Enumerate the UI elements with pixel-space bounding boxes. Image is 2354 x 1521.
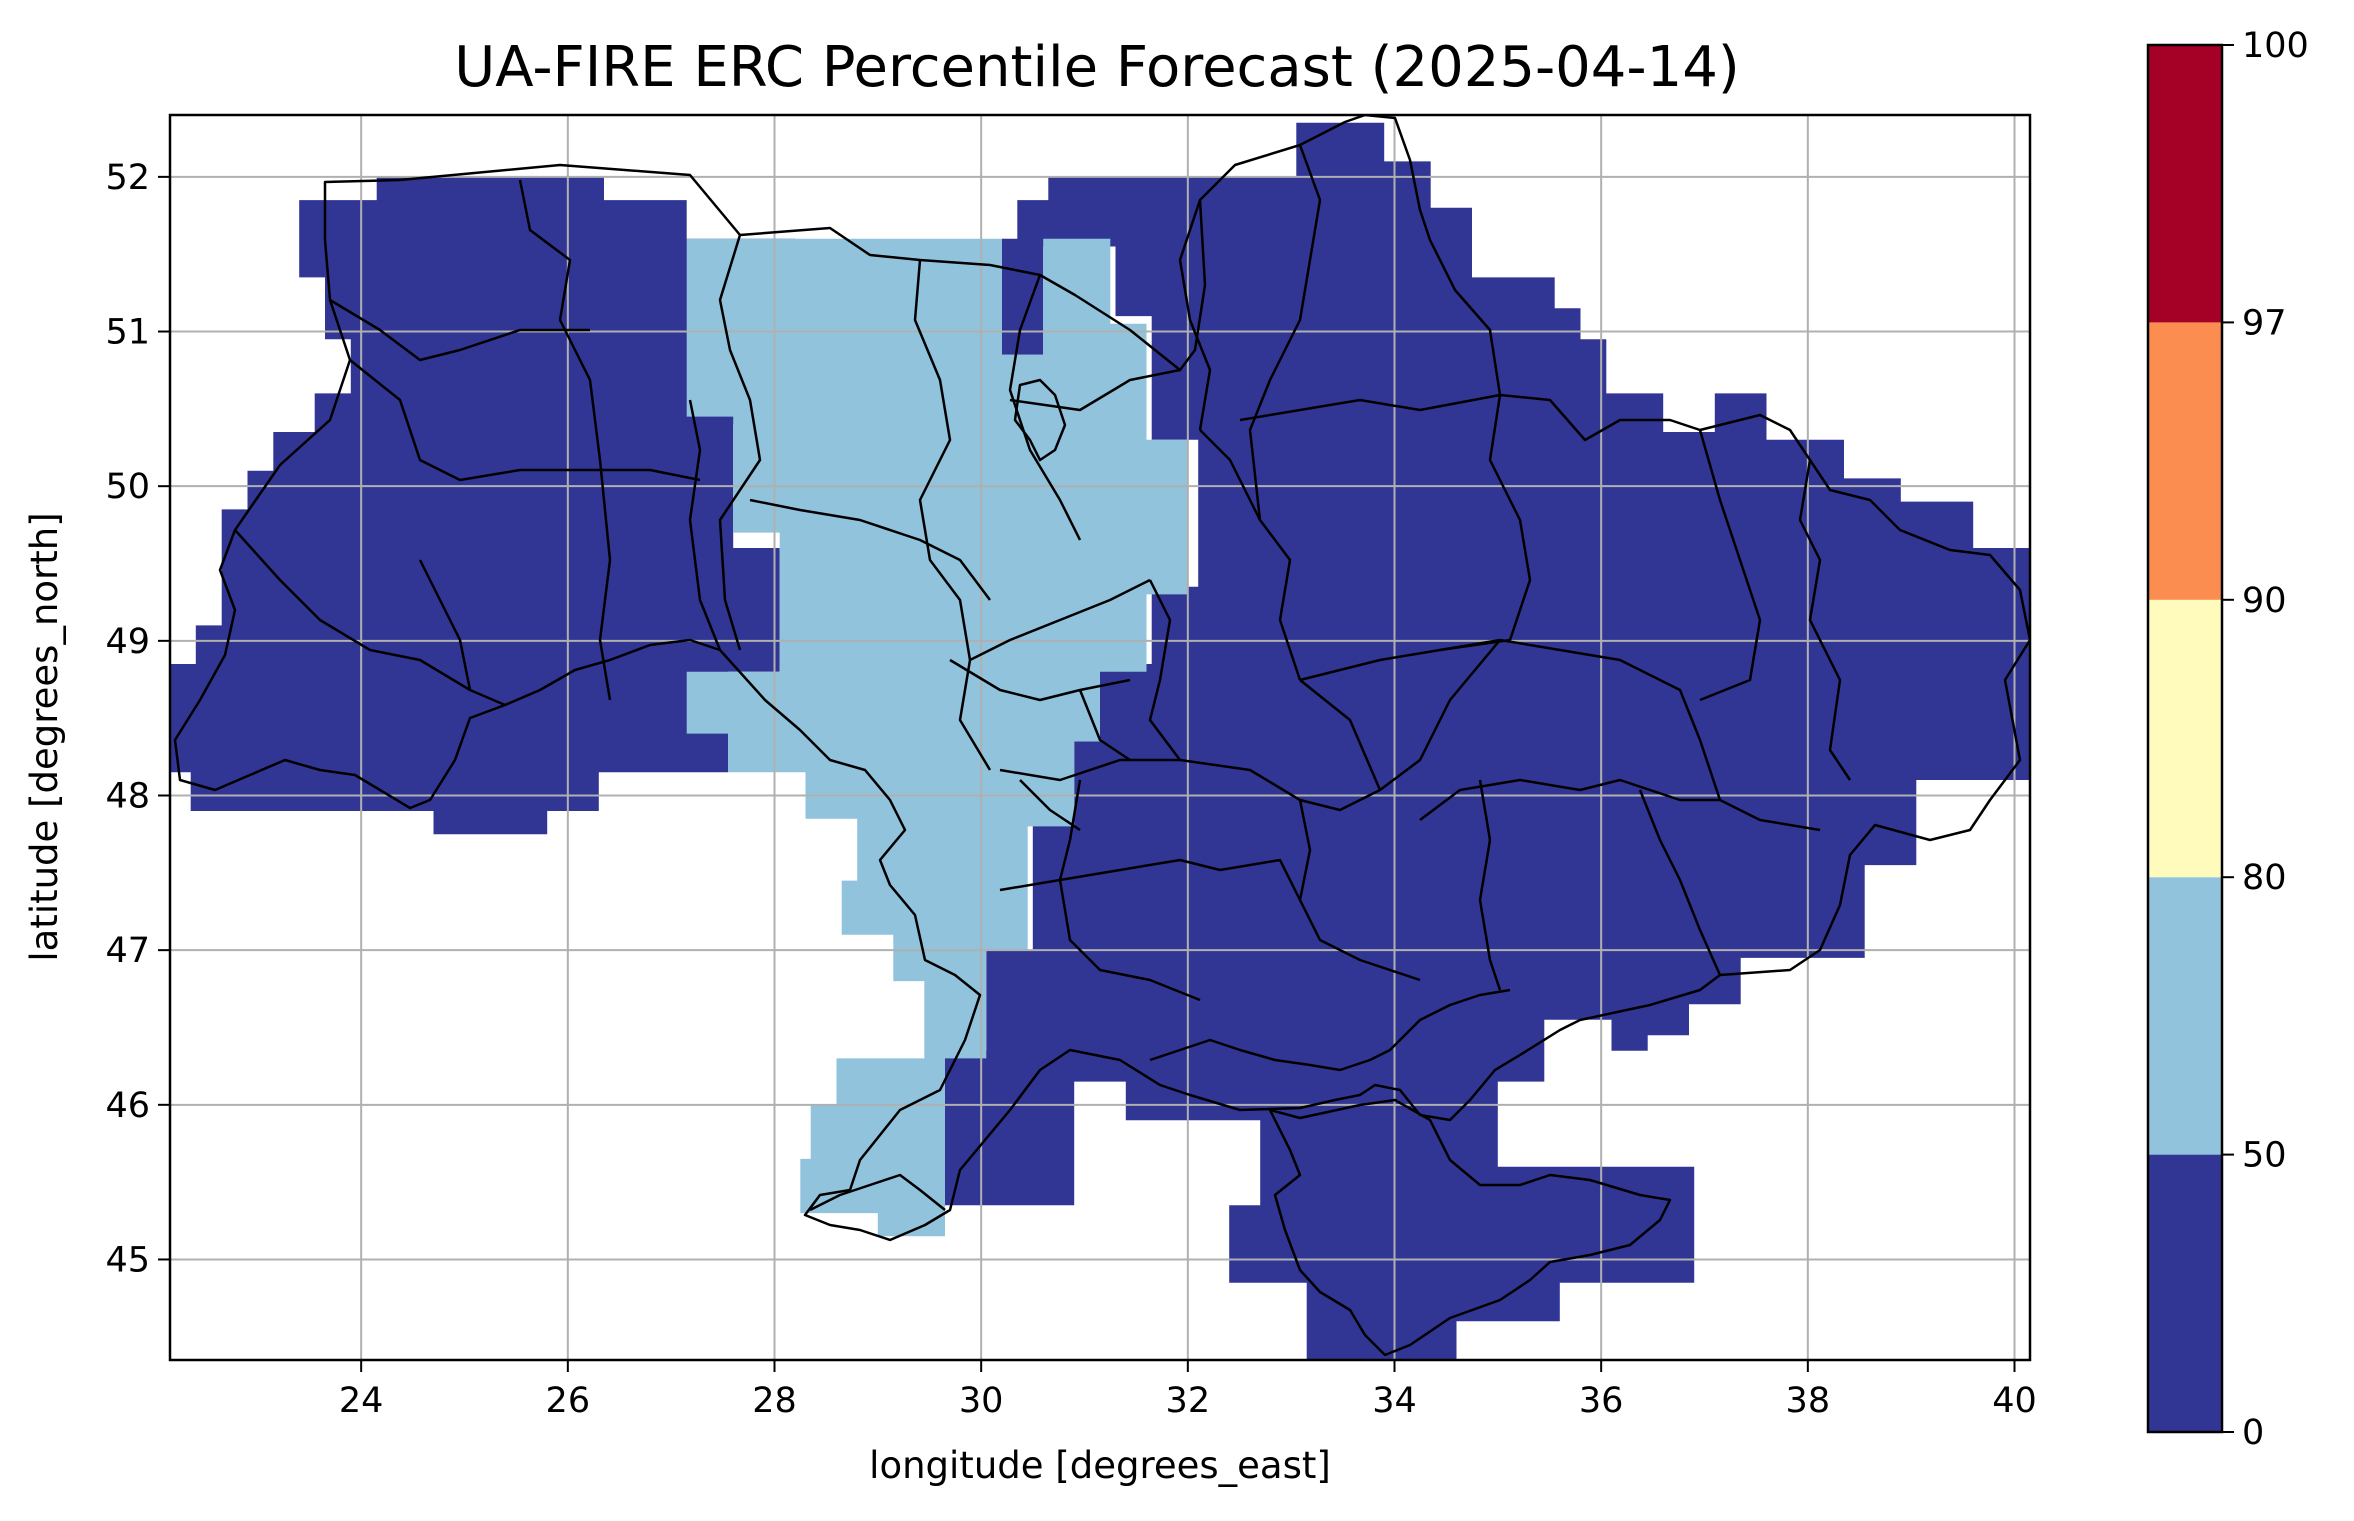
danube-delta bbox=[809, 1173, 946, 1212]
x-tick-label: 30 bbox=[959, 1381, 1004, 1421]
colorbar-tick-label: 90 bbox=[2242, 581, 2287, 621]
oblast-boundary bbox=[1419, 778, 1720, 821]
oblast-boundary bbox=[1299, 679, 1382, 791]
colorbar-segment-90-97 bbox=[2148, 322, 2222, 600]
oblast-boundary bbox=[1298, 799, 1421, 982]
x-tick-label: 28 bbox=[752, 1381, 797, 1421]
colorbar-tick-label: 80 bbox=[2242, 858, 2287, 898]
x-axis-ticks: 24 26 28 30 32 34 36 38 40 bbox=[339, 1360, 2037, 1421]
y-tick-label: 46 bbox=[105, 1086, 150, 1126]
y-tick-label: 49 bbox=[105, 622, 150, 662]
oblast-boundary bbox=[1478, 779, 1502, 991]
x-tick-label: 32 bbox=[1166, 1381, 1211, 1421]
oblast-boundary bbox=[999, 758, 1301, 802]
colorbar-segment-50-80 bbox=[2148, 877, 2222, 1155]
colorbar-segments bbox=[2148, 45, 2222, 1432]
oblast-boundary bbox=[1148, 579, 1181, 761]
y-tick-label: 52 bbox=[105, 158, 150, 198]
y-tick-label: 47 bbox=[105, 931, 150, 971]
oblast-boundary bbox=[1559, 648, 1821, 832]
colorbar-segment-97-100 bbox=[2148, 45, 2222, 323]
y-tick-label: 45 bbox=[105, 1240, 150, 1280]
x-tick-label: 26 bbox=[546, 1381, 591, 1421]
oblast-boundary bbox=[1698, 429, 1762, 702]
oblast-boundary bbox=[1178, 199, 1212, 431]
colorbar-segment-0-50 bbox=[2148, 1154, 2222, 1432]
oblast-boundary bbox=[1009, 368, 1181, 412]
erc-region-50-80-0 bbox=[686, 238, 1188, 1237]
oblast-boundary bbox=[1638, 789, 1722, 976]
x-tick-label: 34 bbox=[1372, 1381, 1417, 1421]
x-tick-label: 24 bbox=[339, 1381, 384, 1421]
oblast-boundary bbox=[1299, 639, 1501, 812]
chart-title: UA-FIRE ERC Percentile Forecast (2025-04… bbox=[454, 35, 1739, 100]
oblast-boundary bbox=[1078, 689, 1131, 762]
oblast-boundary bbox=[1058, 779, 1201, 1002]
colorbar-tick-label: 0 bbox=[2242, 1413, 2264, 1453]
plot-frame bbox=[168, 113, 2032, 1362]
oblast-boundary bbox=[913, 259, 992, 771]
oblast-boundary bbox=[749, 498, 991, 601]
national-border bbox=[173, 115, 2030, 1242]
plot-area: 24 26 28 30 32 34 36 38 40 45 46 47 48 49 50 51 52 bbox=[105, 113, 2037, 1421]
gridlines bbox=[170, 115, 2030, 1360]
oblast-boundary bbox=[1019, 779, 1081, 832]
azov-coast bbox=[1149, 988, 1511, 1072]
colorbar-segment-80-90 bbox=[2148, 599, 2222, 878]
colorbar-tick-label: 50 bbox=[2242, 1136, 2287, 1176]
y-tick-label: 50 bbox=[105, 467, 150, 507]
oblast-boundary bbox=[418, 559, 472, 691]
x-axis-label: longitude [degrees_east] bbox=[869, 1444, 1331, 1487]
y-tick-label: 51 bbox=[105, 313, 150, 353]
oblast-boundary bbox=[688, 399, 722, 651]
x-tick-label: 38 bbox=[1786, 1381, 1831, 1421]
oblast-boundary bbox=[349, 359, 701, 482]
oblast-boundary bbox=[518, 179, 612, 701]
crimea-outline bbox=[1268, 1098, 1672, 1357]
oblast-boundary bbox=[329, 298, 590, 362]
oblast-boundary bbox=[999, 858, 1302, 901]
colorbar-tick-label: 97 bbox=[2242, 303, 2287, 343]
oblast-boundary bbox=[718, 234, 762, 651]
oblast-boundary bbox=[1798, 459, 1852, 781]
colorbar-frame bbox=[2146, 43, 2224, 1434]
oblast-boundary bbox=[1239, 393, 1501, 422]
colorbar-tick-label: 100 bbox=[2242, 26, 2309, 66]
x-tick-label: 40 bbox=[1992, 1381, 2037, 1421]
oblast-boundary bbox=[1199, 429, 1302, 681]
x-tick-label: 36 bbox=[1579, 1381, 1624, 1421]
colorbar: 0 50 80 90 97 100 bbox=[2146, 26, 2309, 1453]
y-tick-label: 48 bbox=[105, 776, 150, 816]
oblast-boundary bbox=[969, 578, 1151, 662]
country-and-oblast-borders bbox=[173, 115, 2030, 1357]
kyiv-city-boundary bbox=[1013, 378, 1067, 462]
oblast-boundary bbox=[1248, 144, 1322, 521]
y-axis-ticks: 45 46 47 48 49 50 51 52 bbox=[105, 158, 170, 1280]
oblast-boundary bbox=[949, 658, 1131, 702]
oblast-boundary bbox=[1008, 274, 1082, 541]
colorbar-ticks: 0 50 80 90 97 100 bbox=[2222, 26, 2309, 1453]
y-axis-label: latitude [degrees_north] bbox=[23, 512, 66, 961]
